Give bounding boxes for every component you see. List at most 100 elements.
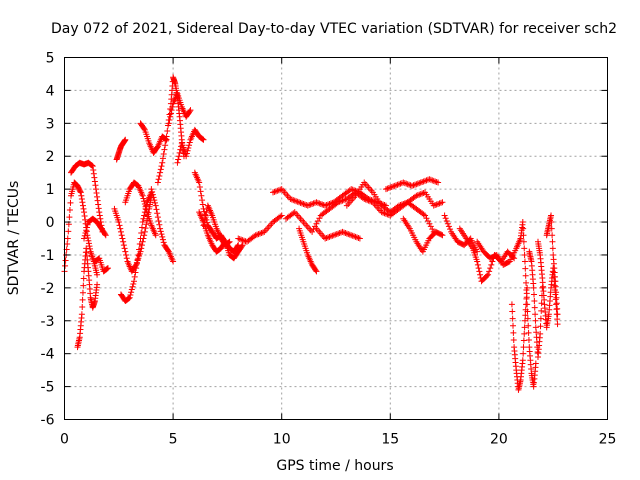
data-point xyxy=(362,196,369,203)
data-point xyxy=(340,197,347,204)
data-point xyxy=(361,196,368,203)
series-arc-3 xyxy=(74,245,101,351)
data-point xyxy=(155,176,162,183)
data-point xyxy=(524,301,531,308)
data-point xyxy=(140,195,147,202)
data-point xyxy=(309,228,316,235)
data-point xyxy=(95,205,102,212)
data-point xyxy=(161,146,168,153)
data-point xyxy=(429,226,436,233)
series-arc-16 xyxy=(196,209,246,262)
data-point xyxy=(316,215,323,222)
data-point xyxy=(314,199,321,206)
data-point xyxy=(439,232,446,239)
data-point xyxy=(168,107,175,114)
data-point xyxy=(254,231,261,238)
data-point xyxy=(238,236,245,243)
data-point xyxy=(348,232,355,239)
series-arc-17 xyxy=(200,202,233,249)
data-point xyxy=(398,201,405,208)
data-point xyxy=(367,198,374,205)
data-point xyxy=(199,135,206,142)
data-point xyxy=(149,188,156,195)
series-arc-14 xyxy=(174,126,207,166)
data-point xyxy=(158,231,165,238)
data-point xyxy=(170,258,177,265)
data-point xyxy=(160,151,167,158)
data-point xyxy=(553,294,560,301)
series-arc-30 xyxy=(517,219,539,390)
data-point xyxy=(202,212,209,219)
data-point xyxy=(200,136,207,143)
data-point xyxy=(443,217,450,224)
data-point xyxy=(150,194,157,201)
data-point xyxy=(521,324,528,331)
data-point xyxy=(120,242,127,249)
data-point xyxy=(382,186,389,193)
data-point xyxy=(120,238,127,245)
series-arc-22 xyxy=(313,225,363,242)
data-point xyxy=(82,216,89,223)
data-point xyxy=(157,228,164,235)
data-point xyxy=(397,180,404,187)
data-point xyxy=(136,246,143,253)
data-point xyxy=(184,147,191,154)
data-point xyxy=(152,232,159,239)
data-point xyxy=(82,230,89,237)
data-point xyxy=(430,177,437,184)
data-point xyxy=(300,200,307,207)
data-point xyxy=(255,231,262,238)
data-point xyxy=(274,187,281,194)
y-tick-label: -4 xyxy=(41,347,55,363)
data-point xyxy=(154,210,161,217)
x-tick-label: 0 xyxy=(60,432,69,448)
data-point xyxy=(122,248,129,255)
data-point xyxy=(154,214,161,221)
data-point xyxy=(131,273,138,280)
data-point xyxy=(238,243,245,250)
data-point xyxy=(319,201,326,208)
data-point xyxy=(157,166,164,173)
data-point xyxy=(236,236,243,243)
data-point xyxy=(422,177,429,184)
data-point xyxy=(426,220,433,227)
data-point xyxy=(521,251,528,258)
data-point xyxy=(154,179,161,186)
data-point xyxy=(235,235,242,242)
data-point xyxy=(520,232,527,239)
data-point xyxy=(298,200,305,207)
x-tick-label: 5 xyxy=(169,432,178,448)
data-point xyxy=(436,200,443,207)
data-point xyxy=(196,183,203,190)
data-point xyxy=(310,200,317,207)
data-point xyxy=(115,219,122,226)
x-tick-label: 20 xyxy=(490,432,508,448)
data-point xyxy=(336,198,343,205)
data-point xyxy=(537,323,544,330)
series-arc-29 xyxy=(508,284,531,393)
data-point xyxy=(104,265,111,272)
data-point xyxy=(78,311,85,318)
data-point xyxy=(335,230,342,237)
data-point xyxy=(278,212,285,219)
data-point xyxy=(301,201,308,208)
data-point xyxy=(338,198,345,205)
data-point xyxy=(293,198,300,205)
data-point xyxy=(539,284,546,291)
data-point xyxy=(432,178,439,185)
data-point xyxy=(135,251,142,258)
data-point xyxy=(520,337,527,344)
data-point xyxy=(183,150,190,157)
data-point xyxy=(94,193,101,200)
data-point xyxy=(420,178,427,185)
data-point xyxy=(442,215,449,222)
data-point xyxy=(554,305,561,312)
series-arc-2 xyxy=(68,159,106,235)
x-tick-labels: 0 5 10 15 20 25 xyxy=(60,432,616,448)
data-point xyxy=(477,271,484,278)
series-arc-4 xyxy=(81,215,109,242)
data-point xyxy=(422,212,429,219)
data-point xyxy=(159,159,166,166)
data-point xyxy=(118,232,125,239)
data-point xyxy=(417,191,424,198)
